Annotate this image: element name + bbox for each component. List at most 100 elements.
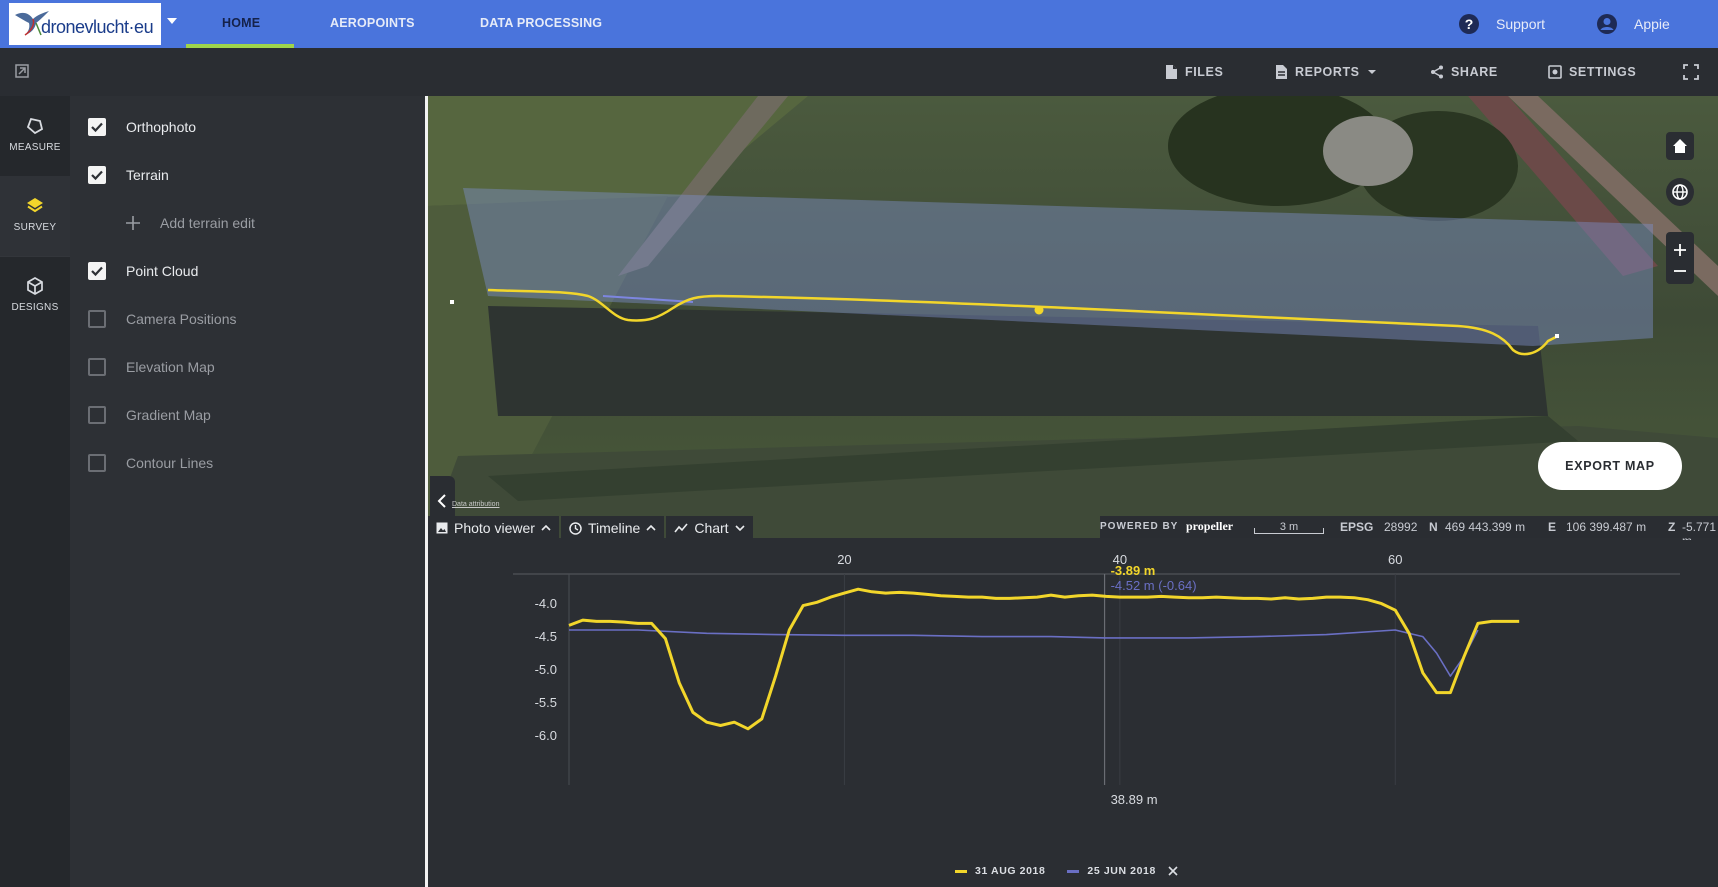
cube-icon <box>27 277 43 295</box>
nav-home[interactable]: HOME <box>222 16 261 30</box>
logo[interactable]: dronevlucht·eu <box>9 3 161 45</box>
checkbox[interactable] <box>88 166 106 184</box>
e-value: 106 399.487 m <box>1566 520 1647 534</box>
rail-item-measure[interactable]: MEASURE <box>0 96 70 176</box>
measure-icon <box>26 117 44 135</box>
y-tick-label: -6.0 <box>535 728 557 743</box>
cursor-x-label: 38.89 m <box>1111 792 1158 807</box>
checkbox[interactable] <box>88 358 106 376</box>
zoom-in-icon[interactable] <box>1673 243 1687 257</box>
account-icon <box>1597 14 1617 34</box>
files-label: FILES <box>1185 65 1224 79</box>
orientation-button[interactable] <box>1666 178 1694 206</box>
map-view[interactable] <box>428 96 1718 538</box>
rail-item-designs[interactable]: DESIGNS <box>0 256 70 336</box>
checkbox[interactable] <box>88 454 106 472</box>
tab-timeline[interactable]: Timeline <box>560 516 665 540</box>
share-label: SHARE <box>1451 65 1498 79</box>
user-menu[interactable]: Appie <box>1596 12 1670 36</box>
layer-label: Terrain <box>126 167 169 183</box>
globe-icon <box>1672 184 1688 200</box>
chevron-down-icon <box>734 525 745 531</box>
rail-label: SURVEY <box>13 222 57 233</box>
nav-aeropoints[interactable]: AEROPOINTS <box>330 16 415 30</box>
divider <box>0 256 70 257</box>
x-tick-label: 20 <box>837 552 851 567</box>
series-line-jun-2018 <box>569 629 1479 677</box>
layer-label: Elevation Map <box>126 359 215 375</box>
chart-legend: 31 AUG 2018 25 JUN 2018 <box>955 865 1178 877</box>
home-view-button[interactable] <box>1666 132 1694 160</box>
tab-chart[interactable]: Chart <box>666 516 753 540</box>
help-icon: ? <box>1459 14 1479 34</box>
layer-point-cloud[interactable]: Point Cloud <box>88 259 198 283</box>
share-icon <box>1431 65 1443 79</box>
chevron-up-icon <box>541 525 551 531</box>
checkbox[interactable] <box>88 310 106 328</box>
image-icon <box>436 522 448 534</box>
layer-camera-positions[interactable]: Camera Positions <box>88 307 237 331</box>
layers-panel: Orthophoto Terrain Add terrain edit Poin… <box>70 96 427 887</box>
left-rail: MEASURE SURVEY DESIGNS <box>0 96 70 887</box>
layer-gradient-map[interactable]: Gradient Map <box>88 403 211 427</box>
export-map-button[interactable]: EXPORT MAP <box>1538 442 1682 490</box>
cursor-value-b: -4.52 m (-0.64) <box>1111 578 1197 593</box>
elevation-profile-chart[interactable]: 20 40 60 -4.0 -4.5 -5.0 -5.5 -6.0 -3.89 m -4.52 m… <box>428 540 1718 887</box>
chevron-down-icon <box>1367 70 1376 74</box>
clock-icon <box>569 521 582 535</box>
files-button[interactable]: FILES <box>1165 48 1223 96</box>
nav-data-processing[interactable]: DATA PROCESSING <box>480 16 603 30</box>
layer-contour-lines[interactable]: Contour Lines <box>88 451 213 475</box>
reports-label: REPORTS <box>1295 65 1360 79</box>
propeller-logo: propeller <box>1186 519 1234 533</box>
zoom-control <box>1666 232 1694 284</box>
map-toolbar: FILES REPORTS SHARE SETTINGS <box>0 48 1718 96</box>
layer-orthophoto[interactable]: Orthophoto <box>88 115 196 139</box>
reports-button[interactable]: REPORTS <box>1275 48 1377 96</box>
chevron-down-icon[interactable] <box>167 18 177 24</box>
collapse-panel-icon[interactable] <box>15 64 29 78</box>
x-tick-label: 40 <box>1113 552 1127 567</box>
plus-icon <box>126 216 140 230</box>
checkbox[interactable] <box>88 262 106 280</box>
legend-label-b: 25 JUN 2018 <box>1087 865 1156 877</box>
panel-divider <box>425 96 428 887</box>
checkbox[interactable] <box>88 118 106 136</box>
layer-elevation-map[interactable]: Elevation Map <box>88 355 215 379</box>
layers-icon <box>27 198 43 213</box>
close-icon[interactable] <box>1168 866 1178 876</box>
series-line-aug-2018 <box>568 587 1520 731</box>
tab-label: Chart <box>694 520 729 536</box>
zoom-out-icon[interactable] <box>1673 269 1687 273</box>
add-terrain-edit-button[interactable]: Add terrain edit <box>126 211 255 235</box>
rail-label: DESIGNS <box>11 302 59 313</box>
elevation-profile-svg: 20 40 60 -4.0 -4.5 -5.0 -5.5 -6.0 -3.89 m-4.52 m… <box>513 552 1680 807</box>
svg-text:?: ? <box>1465 16 1474 32</box>
fullscreen-icon[interactable] <box>1683 64 1699 80</box>
tab-label: Timeline <box>587 520 641 536</box>
share-button[interactable]: SHARE <box>1430 48 1498 96</box>
bottom-view-tabs: Photo viewer Timeline Chart <box>428 516 755 540</box>
z-label: Z <box>1668 520 1676 534</box>
layer-label: Orthophoto <box>126 119 197 135</box>
support-label: Support <box>1496 16 1546 32</box>
support-link[interactable]: ? Support <box>1458 12 1545 36</box>
user-name: Appie <box>1634 16 1670 32</box>
settings-button[interactable]: SETTINGS <box>1548 48 1636 96</box>
top-nav-bar: dronevlucht·eu HOME AEROPOINTS DATA PROC… <box>0 0 1718 48</box>
data-attribution-link[interactable]: Data attribution <box>452 501 500 508</box>
point-cloud-scene <box>428 96 1718 538</box>
layer-terrain[interactable]: Terrain <box>88 163 169 187</box>
epsg-label: EPSG <box>1340 520 1374 534</box>
rail-item-survey[interactable]: SURVEY <box>0 176 70 256</box>
home-icon <box>1673 139 1687 153</box>
powered-by-label: POWERED BY <box>1100 521 1179 532</box>
scale-bar <box>1254 528 1324 534</box>
checkbox[interactable] <box>88 406 106 424</box>
tab-photo-viewer[interactable]: Photo viewer <box>428 516 559 540</box>
legend-label-a: 31 AUG 2018 <box>975 865 1046 877</box>
x-tick-label: 60 <box>1388 552 1402 567</box>
add-terrain-edit-label: Add terrain edit <box>160 215 255 231</box>
n-label: N <box>1429 520 1438 534</box>
y-tick-label: -4.0 <box>535 596 557 611</box>
